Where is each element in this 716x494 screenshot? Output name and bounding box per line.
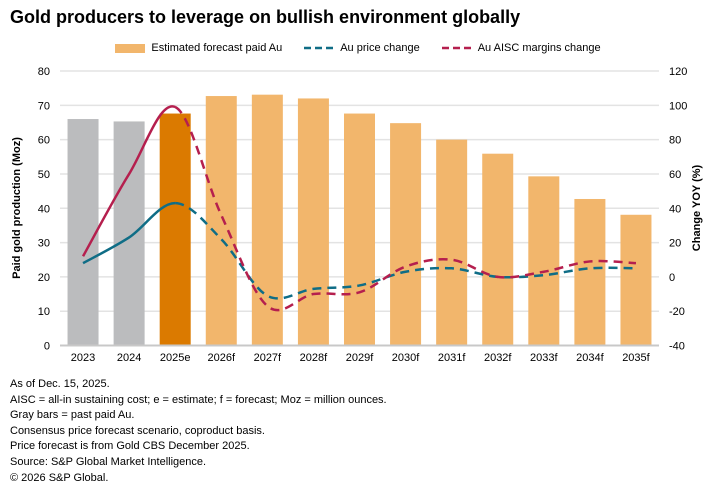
chart-title: Gold producers to leverage on bullish en… — [10, 7, 521, 27]
y-tick-label: 70 — [38, 100, 50, 112]
bar-2025e — [159, 113, 191, 346]
bar-2030f — [390, 123, 422, 346]
bar-2023 — [67, 119, 99, 346]
y-tick-label: 10 — [38, 306, 50, 318]
y2-tick-label: 80 — [669, 135, 681, 147]
x-tick-label: 2032f — [484, 352, 512, 364]
bar-2028f — [297, 98, 329, 346]
note: Gray bars = past paid Au. — [10, 409, 135, 422]
note: Price forecast is from Gold CBS December… — [10, 440, 250, 453]
x-tick-label: 2027f — [254, 352, 282, 364]
legend-swatch-bars — [115, 43, 146, 53]
y2-tick-label: 60 — [669, 169, 681, 181]
bar-2033f — [528, 176, 560, 346]
bar-2024 — [113, 121, 145, 346]
bar-2027f — [251, 94, 283, 346]
y2-tick-label: 120 — [669, 66, 687, 78]
x-tick-label: 2023 — [71, 352, 95, 364]
note: As of Dec. 15, 2025. — [10, 378, 110, 390]
legend-swatch-price — [304, 46, 335, 50]
y2-tick-label: -20 — [669, 306, 685, 318]
x-tick-label: 2028f — [300, 352, 328, 364]
y-tick-label: 60 — [38, 135, 50, 147]
legend-label: Estimated forecast paid Au — [151, 42, 283, 54]
bar-2034f — [574, 198, 606, 346]
y2-axis-title: Change YOY (%) — [691, 164, 703, 251]
legend: Estimated forecast paid Au Au price chan… — [0, 42, 716, 54]
y-tick-label: 0 — [44, 341, 50, 353]
y-axis-title: Paid gold production (Moz) — [11, 137, 23, 279]
plot-area: 0 10 20 30 40 50 60 70 80 -40 -20 0 20 40 60 80 100 120 Pa… — [11, 66, 703, 364]
legend-label: Au AISC margins change — [477, 42, 601, 54]
bar-2035f — [620, 214, 652, 346]
legend-label: Au price change — [340, 42, 420, 54]
y-tick-label: 20 — [38, 272, 50, 284]
y2-tick-label: 100 — [669, 100, 687, 112]
x-tick-label: 2031f — [438, 352, 466, 364]
legend-swatch-aisc — [441, 46, 472, 50]
x-tick-label: 2035f — [622, 352, 650, 364]
x-tick-label: 2026f — [208, 352, 236, 364]
bar-2032f — [482, 153, 514, 346]
bar-2026f — [205, 96, 237, 346]
y2-tick-label: -40 — [669, 341, 685, 353]
x-tick-label: 2030f — [392, 352, 420, 364]
y-tick-label: 50 — [38, 169, 50, 181]
legend-item-bars: Estimated forecast paid Au — [115, 42, 282, 54]
x-tick-label: 2029f — [346, 352, 374, 364]
x-tick-label: 2034f — [576, 352, 604, 364]
note: Source: S&P Global Market Intelligence. — [10, 455, 207, 468]
y-tick-label: 80 — [38, 66, 50, 78]
bar-2031f — [436, 139, 468, 346]
y2-tick-label: 20 — [669, 238, 681, 250]
legend-item-aisc: Au AISC margins change — [441, 42, 601, 54]
y2-tick-label: 0 — [669, 272, 675, 284]
note: © 2026 S&P Global. — [10, 471, 109, 484]
note: Consensus price forecast scenario, copro… — [10, 424, 265, 437]
x-tick-label: 2024 — [117, 352, 141, 364]
footnotes: As of Dec. 15, 2025. AISC = all-in susta… — [10, 377, 387, 486]
x-tick-label: 2033f — [530, 352, 558, 364]
note: AISC = all-in sustaining cost; e = estim… — [10, 393, 387, 406]
y2-tick-label: 40 — [669, 203, 681, 215]
y-tick-label: 30 — [38, 238, 50, 250]
legend-item-price: Au price change — [304, 42, 420, 54]
bar-2029f — [344, 113, 375, 346]
x-tick-label: 2025e — [160, 352, 191, 364]
y-tick-label: 40 — [38, 203, 50, 215]
